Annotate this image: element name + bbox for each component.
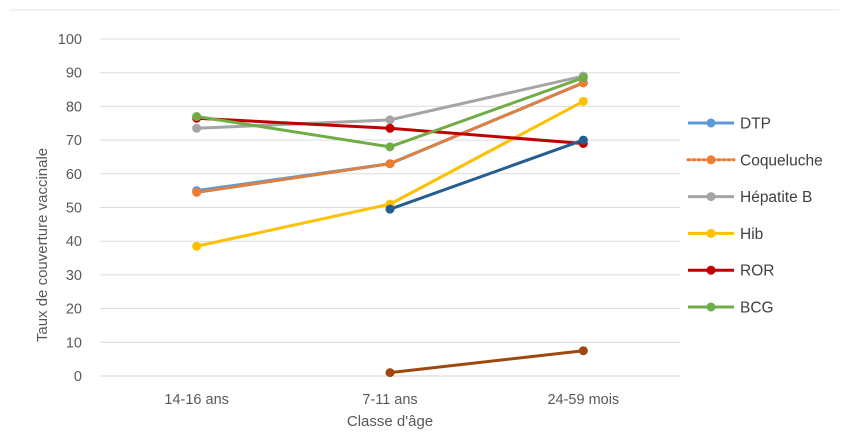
gridlines <box>100 38 680 377</box>
legend-label: Hépatite B <box>740 189 812 206</box>
legend-label: DTP <box>740 116 771 133</box>
data-point <box>192 112 202 122</box>
legend-swatch-marker <box>706 265 716 275</box>
data-point <box>192 241 202 251</box>
legend-entry: ROR <box>688 263 774 280</box>
data-point <box>385 368 395 378</box>
legend-swatch-marker <box>706 228 716 238</box>
y-axis-title: Taux de couverture vaccinale <box>34 148 51 342</box>
y-tick-label: 40 <box>66 234 82 250</box>
legend-swatch-marker <box>706 192 716 202</box>
data-point <box>385 123 395 133</box>
data-point <box>578 73 588 83</box>
y-tick-label: 30 <box>66 268 82 284</box>
y-tick-label: 20 <box>66 302 82 318</box>
legend-swatch-marker <box>706 118 716 128</box>
series-line <box>389 138 584 211</box>
y-tick-labels: 0 10 20 30 40 50 60 70 80 90 100 <box>58 32 82 385</box>
series-line <box>389 349 584 375</box>
legend-entry: DTP <box>688 116 771 133</box>
y-tick-label: 60 <box>66 167 82 183</box>
series-lines <box>192 71 588 378</box>
legend-label: ROR <box>740 263 774 280</box>
legend-entry: Coqueluche <box>686 152 823 169</box>
y-tick-label: 90 <box>66 66 82 82</box>
series-bcg <box>192 73 588 152</box>
x-tick-label: 24-59 mois <box>547 392 619 408</box>
series-unlabeled-7 <box>385 346 588 378</box>
series-unlabeled-6 <box>385 135 588 214</box>
data-point <box>578 135 588 145</box>
legend-label: Coqueluche <box>740 152 823 169</box>
series-coqueluche <box>192 78 588 197</box>
data-point <box>385 159 395 169</box>
data-point <box>385 204 395 214</box>
x-tick-labels: 14-16 ans 7-11 ans 24-59 mois <box>164 392 619 408</box>
legend-swatch-marker <box>706 155 716 165</box>
y-tick-label: 70 <box>66 133 82 149</box>
x-tick-label: 14-16 ans <box>164 392 229 408</box>
legend-entry: BCG <box>688 300 774 317</box>
legend-label: BCG <box>740 300 774 317</box>
legend-label: Hib <box>740 226 763 243</box>
data-point <box>192 123 202 133</box>
legend-entry: Hépatite B <box>688 189 812 206</box>
y-tick-label: 100 <box>58 32 82 48</box>
y-tick-label: 80 <box>66 99 82 115</box>
data-point <box>385 142 395 152</box>
y-tick-label: 50 <box>66 201 82 217</box>
x-axis-title: Classe d'âge <box>347 413 433 430</box>
y-tick-label: 0 <box>74 369 82 385</box>
x-tick-label: 7-11 ans <box>362 392 417 408</box>
legend-entry: Hib <box>688 226 763 243</box>
legend-swatch-marker <box>706 302 716 312</box>
data-point <box>385 115 395 125</box>
data-point <box>192 187 202 197</box>
data-point <box>578 96 588 106</box>
data-point <box>578 346 588 356</box>
legend: DTP Coqueluche Hépatite B Hib ROR BCG <box>686 116 823 317</box>
y-tick-label: 10 <box>66 335 82 351</box>
